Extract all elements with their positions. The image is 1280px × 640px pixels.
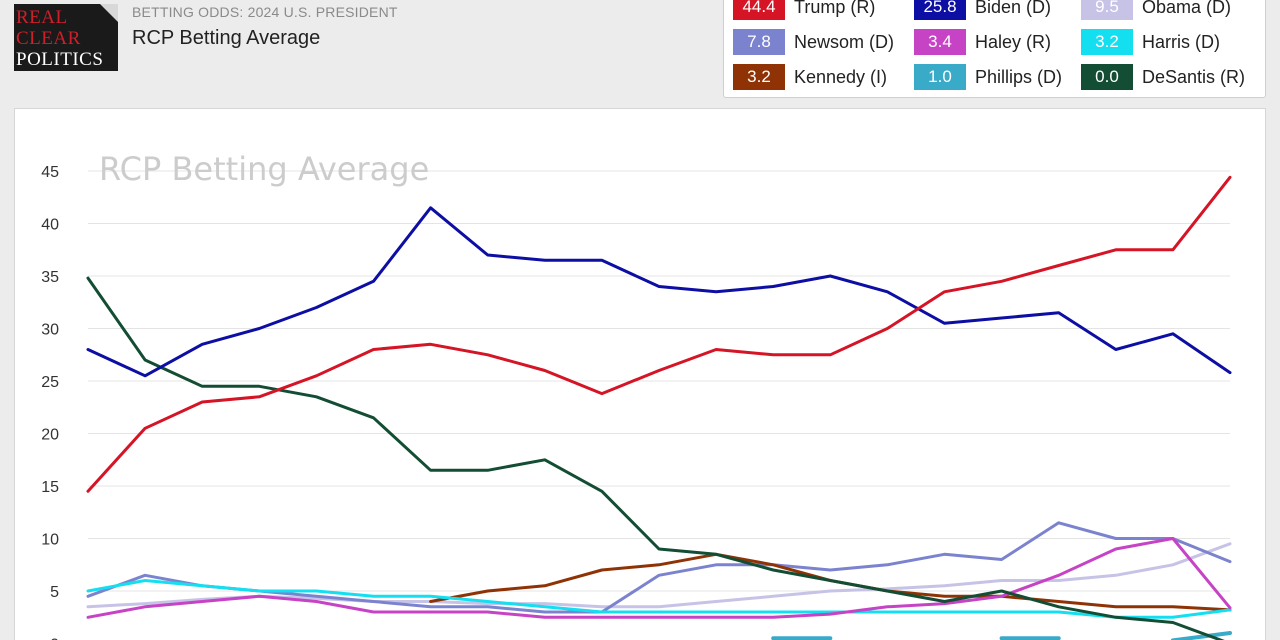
series-line-haley[interactable] xyxy=(86,537,1232,619)
series-line-trump[interactable] xyxy=(86,175,1232,493)
legend-name-obama: Obama (D) xyxy=(1142,0,1232,17)
logo-word-2: CLEAR xyxy=(16,28,81,49)
y-tick-label: 40 xyxy=(41,217,59,234)
legend-item-kennedy[interactable]: 3.2 Kennedy (I) xyxy=(733,64,887,90)
legend-name-trump: Trump (R) xyxy=(794,0,876,17)
legend-item-phillips[interactable]: 1.0 Phillips (D) xyxy=(914,64,1062,90)
legend-value-haley: 3.4 xyxy=(914,29,966,55)
legend-value-trump: 44.4 xyxy=(733,0,785,20)
legend-item-biden[interactable]: 25.8 Biden (D) xyxy=(914,0,1051,20)
legend-item-haley[interactable]: 3.4 Haley (R) xyxy=(914,29,1051,55)
legend-name-harris: Harris (D) xyxy=(1142,31,1220,52)
series-line-desantis[interactable] xyxy=(86,276,1230,640)
legend-item-trump[interactable]: 44.4 Trump (R) xyxy=(733,0,875,20)
y-tick-label: 10 xyxy=(41,532,59,549)
legend-value-obama: 9.5 xyxy=(1081,0,1133,20)
legend-item-obama[interactable]: 9.5 Obama (D) xyxy=(1081,0,1231,20)
rcp-logo[interactable]: REAL CLEAR POLITICS xyxy=(14,4,118,71)
series-line-newsom[interactable] xyxy=(86,521,1232,614)
logo-word-3: POLITICS xyxy=(16,49,104,70)
legend-item-newsom[interactable]: 7.8 Newsom (D) xyxy=(733,29,894,55)
legend-name-haley: Haley (R) xyxy=(975,31,1052,52)
legend-name-phillips: Phillips (D) xyxy=(975,66,1063,87)
legend-item-harris[interactable]: 3.2 Harris (D) xyxy=(1081,29,1220,55)
logo-word-1: REAL xyxy=(16,7,68,28)
legend-name-kennedy: Kennedy (I) xyxy=(794,66,888,87)
legend-value-phillips: 1.0 xyxy=(914,64,966,90)
chart-watermark-title: RCP Betting Average xyxy=(99,150,429,188)
y-tick-label: 20 xyxy=(41,427,59,444)
series-line-biden[interactable] xyxy=(86,206,1232,378)
line-chart[interactable]: 0 5 10 15 20 25 30 35 40 45 RCP Betting Average xyxy=(15,109,1267,640)
series-line-phillips[interactable] xyxy=(771,631,1232,640)
legend-name-biden: Biden (D) xyxy=(975,0,1052,17)
y-tick-label: 15 xyxy=(41,479,59,496)
y-tick-label: 30 xyxy=(41,322,59,339)
legend-value-harris: 3.2 xyxy=(1081,29,1133,55)
series-line-harris[interactable] xyxy=(86,579,1232,619)
y-tick-label: 5 xyxy=(50,584,59,601)
y-tick-label: 25 xyxy=(41,374,59,391)
page-kicker: BETTING ODDS: 2024 U.S. PRESIDENT xyxy=(132,4,398,20)
legend-value-biden: 25.8 xyxy=(914,0,966,20)
page-title: RCP Betting Average xyxy=(132,27,321,49)
legend-value-newsom: 7.8 xyxy=(733,29,785,55)
legend-panel: 44.4 Trump (R) 25.8 Biden (D) 9.5 Obama … xyxy=(723,0,1266,98)
grid-layer: 0 5 10 15 20 25 30 35 40 45 xyxy=(41,164,1230,640)
series-layer xyxy=(86,175,1232,640)
chart-card: 0 5 10 15 20 25 30 35 40 45 RCP Betting Average xyxy=(14,108,1266,640)
logo-page-fold xyxy=(100,4,118,22)
y-tick-label: 45 xyxy=(41,164,59,181)
legend-name-newsom: Newsom (D) xyxy=(794,31,895,52)
legend-value-kennedy: 3.2 xyxy=(733,64,785,90)
y-tick-label: 35 xyxy=(41,269,59,286)
series-line-kennedy[interactable] xyxy=(429,552,1232,612)
legend-item-desantis[interactable]: 0.0 DeSantis (R) xyxy=(1081,64,1245,90)
legend-value-desantis: 0.0 xyxy=(1081,64,1133,90)
legend-name-desantis: DeSantis (R) xyxy=(1142,66,1246,87)
y-tick-label: 0 xyxy=(50,637,59,640)
